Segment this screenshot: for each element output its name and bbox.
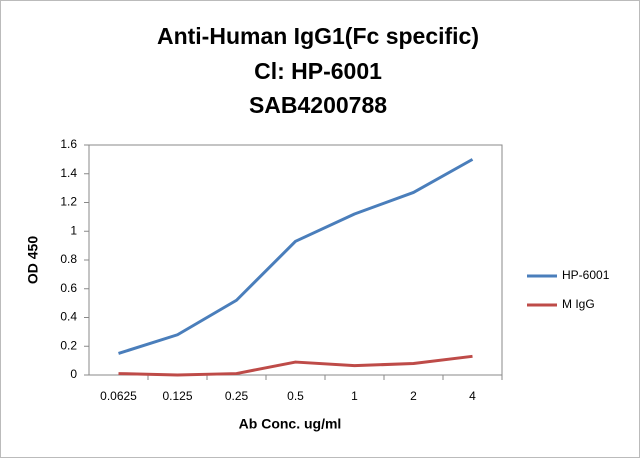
y-tick-label: 1.6 <box>60 137 77 151</box>
series-line <box>118 158 474 355</box>
x-tick-label: 2 <box>410 389 417 403</box>
x-axis-title: Ab Conc. ug/ml <box>239 416 342 432</box>
x-tick-label: 4 <box>469 389 476 403</box>
x-tick-label: 0.0625 <box>100 389 137 403</box>
y-tick-label: 0.4 <box>60 310 77 324</box>
chart-title: Cl: HP-6001 <box>254 58 382 84</box>
chart-title: Anti-Human IgG1(Fc specific) <box>157 23 479 49</box>
y-tick-label: 1 <box>70 223 77 237</box>
legend-label: M IgG <box>562 297 595 311</box>
y-tick-label: 0.8 <box>60 252 77 266</box>
y-tick-label: 0 <box>70 367 77 381</box>
x-tick-label: 1 <box>351 389 358 403</box>
x-tick-label: 0.125 <box>162 389 192 403</box>
x-tick-label: 0.5 <box>287 389 304 403</box>
x-tick-label: 0.25 <box>225 389 249 403</box>
y-tick-label: 0.2 <box>60 338 77 352</box>
y-tick-label: 1.4 <box>60 166 77 180</box>
chart-title: SAB4200788 <box>249 92 387 118</box>
y-tick-label: 0.6 <box>60 281 77 295</box>
legend-label: HP-6001 <box>562 268 610 282</box>
series-line <box>118 354 473 377</box>
y-tick-label: 1.2 <box>60 195 77 209</box>
y-axis-title: OD 450 <box>25 236 41 284</box>
